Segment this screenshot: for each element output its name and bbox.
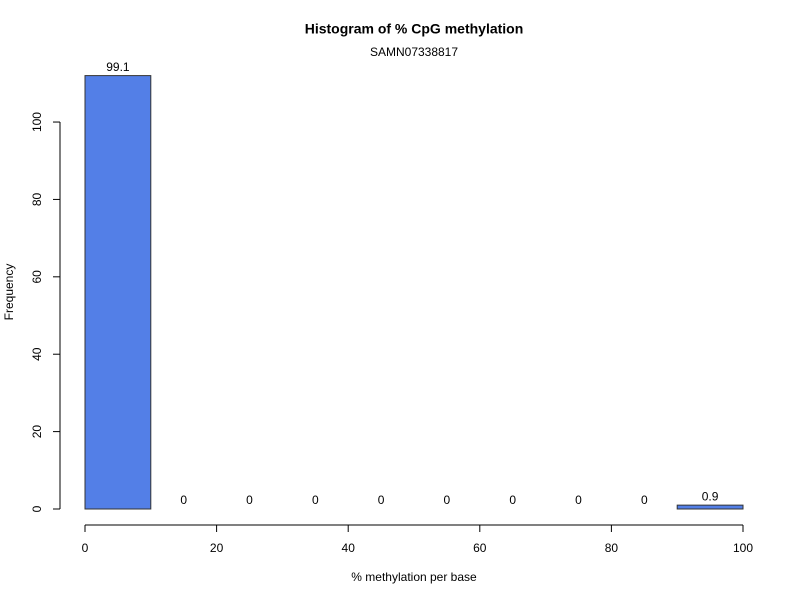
bar-label: 0 <box>575 493 582 507</box>
bar-label: 0 <box>641 493 648 507</box>
y-tick-label: 60 <box>30 270 44 284</box>
bar-label: 0 <box>312 493 319 507</box>
y-axis-label: Frequency <box>2 264 16 321</box>
x-axis-label: % methylation per base <box>351 570 477 584</box>
x-tick-label: 40 <box>342 541 356 555</box>
bar-label: 0 <box>378 493 385 507</box>
y-tick-label: 100 <box>30 112 44 132</box>
y-tick-label: 0 <box>30 505 44 512</box>
bar-label: 0 <box>246 493 253 507</box>
bar-label: 0 <box>180 493 187 507</box>
y-tick-label: 40 <box>30 347 44 361</box>
x-tick-label: 0 <box>82 541 89 555</box>
chart-subtitle: SAMN07338817 <box>370 45 458 59</box>
bar-label: 0.9 <box>702 489 719 503</box>
bar-label: 0 <box>509 493 516 507</box>
bar <box>84 75 152 510</box>
x-tick-label: 100 <box>733 541 753 555</box>
bar-label: 99.1 <box>106 60 130 74</box>
x-tick-label: 20 <box>210 541 224 555</box>
x-tick-label: 80 <box>605 541 619 555</box>
chart-title: Histogram of % CpG methylation <box>305 21 524 37</box>
y-tick-label: 20 <box>30 425 44 439</box>
y-tick-label: 80 <box>30 192 44 206</box>
bar <box>676 504 744 510</box>
x-tick-label: 60 <box>473 541 487 555</box>
bar-label: 0 <box>444 493 451 507</box>
